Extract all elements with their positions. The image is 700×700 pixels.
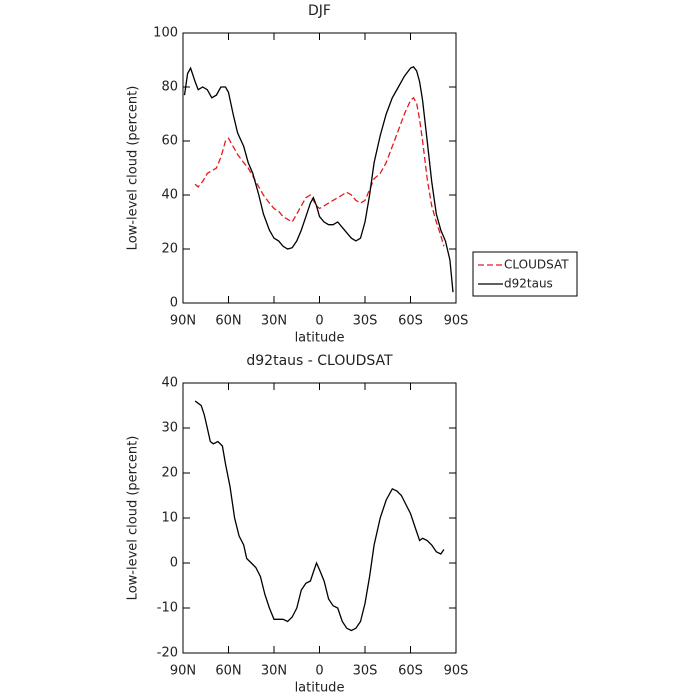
x-tick-label: 90N [170, 314, 196, 329]
y-tick-label: 30 [161, 421, 178, 436]
y-tick-label: -10 [157, 601, 178, 616]
plot-frame [182, 32, 457, 304]
plot-frame [182, 382, 457, 654]
x-axis-label: latitude [295, 331, 345, 346]
chart-title: DJF [308, 3, 331, 19]
x-tick-label: 60N [215, 664, 241, 679]
x-tick-label: 90N [170, 664, 196, 679]
y-tick-label: 60 [161, 134, 178, 149]
x-tick-label: 0 [315, 664, 323, 679]
y-tick-label: 100 [153, 26, 178, 41]
y-tick-label: 20 [161, 242, 178, 257]
y-tick-label: 80 [161, 80, 178, 95]
y-tick-label: 40 [161, 376, 178, 391]
x-tick-label: 30N [261, 314, 287, 329]
x-tick-label: 60S [398, 664, 423, 679]
y-tick-label: 20 [161, 466, 178, 481]
x-tick-label: 90S [444, 314, 469, 329]
y-axis-label: Low-level cloud (percent) [126, 86, 141, 251]
x-tick-label: 60N [215, 314, 241, 329]
x-tick-label: 30S [353, 314, 378, 329]
legend-label: d92taus [504, 277, 553, 291]
y-tick-label: 0 [170, 556, 178, 571]
x-tick-label: 30S [353, 664, 378, 679]
legend-label: CLOUDSAT [504, 258, 569, 272]
y-axis-label: Low-level cloud (percent) [126, 436, 141, 601]
chart-title: d92taus - CLOUDSAT [246, 353, 393, 369]
data-line [194, 400, 445, 632]
x-tick-label: 60S [398, 314, 423, 329]
y-tick-label: 0 [170, 296, 178, 311]
data-line [183, 66, 454, 293]
x-tick-label: 90S [444, 664, 469, 679]
legend-box [472, 251, 578, 297]
y-tick-label: -20 [157, 646, 178, 661]
x-tick-label: 0 [315, 314, 323, 329]
data-line [194, 96, 445, 247]
y-tick-label: 40 [161, 188, 178, 203]
y-tick-label: 10 [161, 511, 178, 526]
x-axis-label: latitude [295, 681, 345, 696]
x-tick-label: 30N [261, 664, 287, 679]
